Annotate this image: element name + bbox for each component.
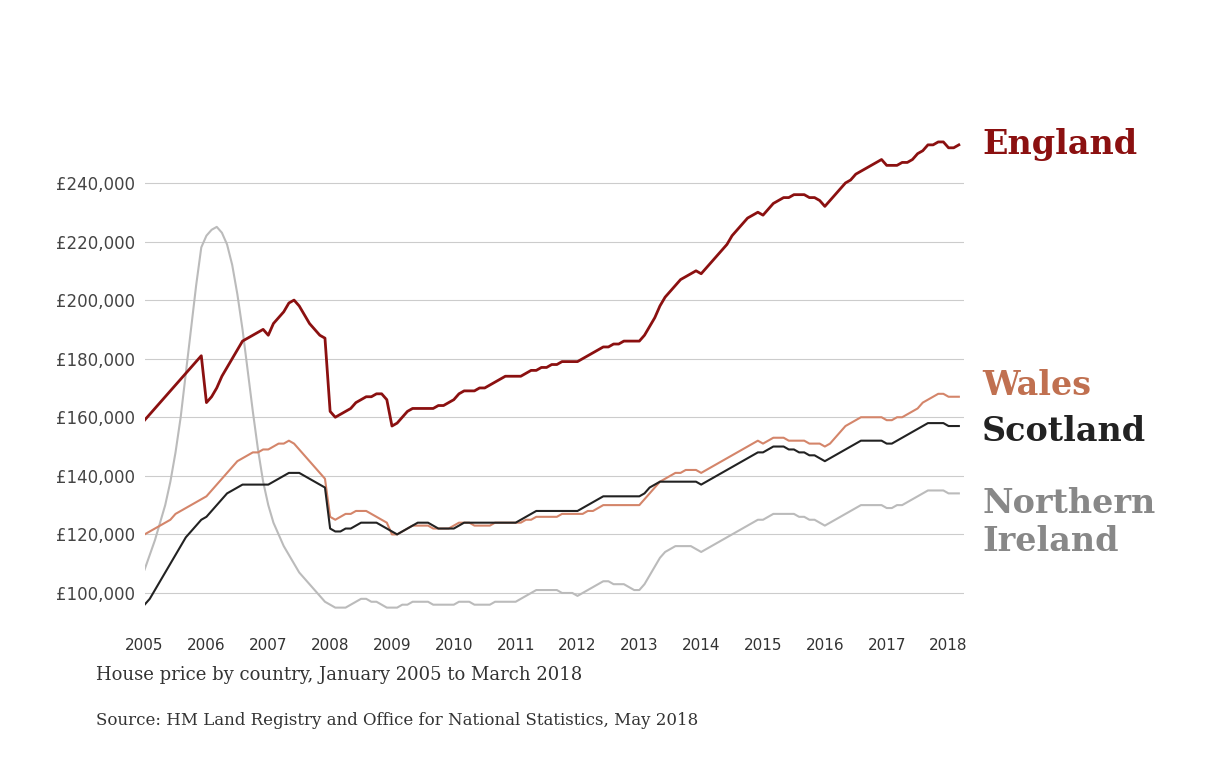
Text: England: England: [982, 129, 1138, 162]
Text: House price by country, January 2005 to March 2018: House price by country, January 2005 to …: [96, 666, 583, 684]
Text: Scotland: Scotland: [982, 415, 1146, 448]
Text: Average  UK house prices, 2005-2018: Average UK house prices, 2005-2018: [48, 26, 1157, 77]
Text: Northern
Ireland: Northern Ireland: [982, 487, 1156, 558]
Text: Wales: Wales: [982, 368, 1091, 401]
Text: Source: HM Land Registry and Office for National Statistics, May 2018: Source: HM Land Registry and Office for …: [96, 712, 699, 729]
